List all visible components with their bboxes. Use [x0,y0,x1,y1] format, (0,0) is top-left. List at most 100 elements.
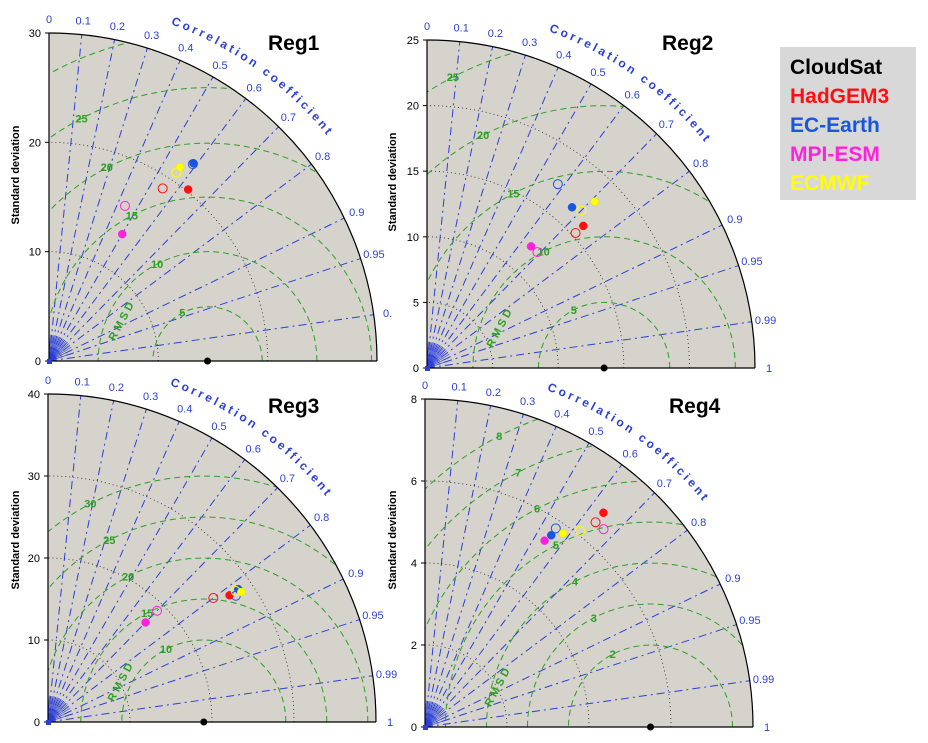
point-mpi-esm-open [532,247,543,258]
correlation-tick-label: 0.7 [281,112,296,124]
point-hadgem3-open [157,183,168,194]
correlation-tick-label: 0.8 [314,512,329,524]
correlation-tick-label: 0.2 [109,382,124,394]
std-ring [427,301,494,368]
panel-title: Reg3 [268,395,319,418]
std-tick-label: 30 [28,471,40,483]
correlation-fan-line [425,712,448,727]
correlation-ray [425,583,721,727]
correlation-ray [48,487,278,722]
correlation-ray [425,426,557,727]
correlation-tick-label: 1 [766,363,772,375]
rmsd-arc [425,480,753,727]
correlation-tick-label: 0 [424,21,430,33]
legend-entry-hadgem3: HadGEM3 [790,85,890,108]
std-tick-label: 25 [407,35,419,47]
correlation-fan-line [427,349,446,368]
clipped-layer [427,40,755,368]
point-mpi-esm-filled [141,618,150,627]
correlation-fan-line [49,345,71,361]
point-mpi-esm-open [152,605,163,616]
correlation-tick-label: 0.3 [143,391,158,403]
correlation-fan-line [48,713,74,722]
point-hadgem3-filled [599,508,608,518]
point-hadgem3-open [208,593,219,604]
correlation-fan-line [425,709,445,727]
point-hadgem3-open [590,517,601,528]
correlation-ray [427,224,723,368]
correlation-ray [427,265,739,368]
correlation-fan-line [427,356,451,368]
correlation-tick-label: 0.95 [363,249,384,261]
std-ring [425,644,508,727]
std-tick-label: 10 [28,635,40,647]
std-tick-label: 4 [411,558,417,570]
std-tick-label: 8 [411,394,417,406]
point-hadgem3-filled [183,185,193,194]
correlation-ray [427,105,625,368]
correlation-ray [49,76,214,361]
y-axis-label: Standard deviation [387,132,399,231]
correlation-ray [48,437,213,722]
correlation-tick-label: 0.5 [211,421,226,433]
correlation-tick-label: 0.1 [452,382,467,394]
rmsd-level-label: 7 [515,467,521,479]
rmsd-arc [97,251,318,361]
rmsd-arc [538,301,671,368]
point-ec-earth-open [187,159,198,170]
correlation-fan-line [425,718,451,727]
correlation-tick-label: 0.2 [110,21,125,33]
point-hadgem3-open [570,227,581,238]
correlation-ray [48,421,180,722]
correlation-tick-label: 0.8 [693,158,708,170]
point-ecmwf-open [575,525,586,536]
correlation-tick-label: 0.5 [588,426,603,438]
point-ecmwf-filled [175,162,185,172]
correlation-ray [49,98,247,361]
correlation-tick-label: 0.9 [348,568,363,580]
origin-marker [46,720,51,725]
point-mpi-esm-filled [540,536,549,545]
correlation-tick-label: 1 [387,717,393,729]
point-ecmwf-open [230,586,241,597]
std-tick-label: 10 [407,232,419,244]
correlation-fan-line [49,343,69,361]
correlation-tick-label: 0.7 [659,119,674,131]
correlation-fan-line [49,346,72,361]
correlation-ray [427,46,494,368]
correlation-tick-label: 0.5 [212,60,227,72]
rmsd-level-label: 25 [103,535,115,547]
correlation-fan-line [48,706,70,722]
rmsd-level-label: 8 [496,431,502,443]
correlation-tick-label: 0.99 [755,315,776,327]
correlation-tick-label: 0.7 [280,473,295,485]
outer-arc [426,39,756,369]
correlation-tick-label: 0.1 [454,23,469,35]
rmsd-arc [427,105,755,368]
outer-arc [424,398,754,728]
correlation-ray [49,217,345,361]
rmsd-arc [472,236,736,368]
point-mpi-esm-filled [526,242,536,251]
correlation-tick-label: 0.9 [349,207,364,219]
correlation-ray [49,314,374,361]
outer-arc [48,32,378,362]
correlation-tick-label: 0.3 [522,37,537,49]
correlation-ray [48,395,82,722]
correlation-ray [427,67,559,368]
correlation-fan-line [425,711,447,727]
rmsd-level-label: 20 [477,130,489,142]
correlation-tick-label: 0.95 [741,256,762,268]
taylor-panel-4: 0 2 4 6 8 Standard deviation 0 0.1 0.2 0.3 0.4 0.5 0… [387,380,774,734]
rmsd-level-label: 2 [610,649,616,661]
correlation-ray [425,442,590,727]
correlation-tick-label: 1 [764,722,770,734]
std-tick-label: 10 [29,247,41,259]
correlation-tick-label: 0.9 [727,214,742,226]
correlation-ray [49,34,83,361]
rmsd-level-label: 20 [101,162,113,174]
std-tick-label: 15 [407,166,419,178]
std-tick-label: 2 [411,640,417,652]
taylor-panel-3: 0 10 20 30 40 Standard deviation 0 0.1 0.2 0.3 0.4… [10,375,397,729]
point-ecmwf-open [171,167,182,178]
